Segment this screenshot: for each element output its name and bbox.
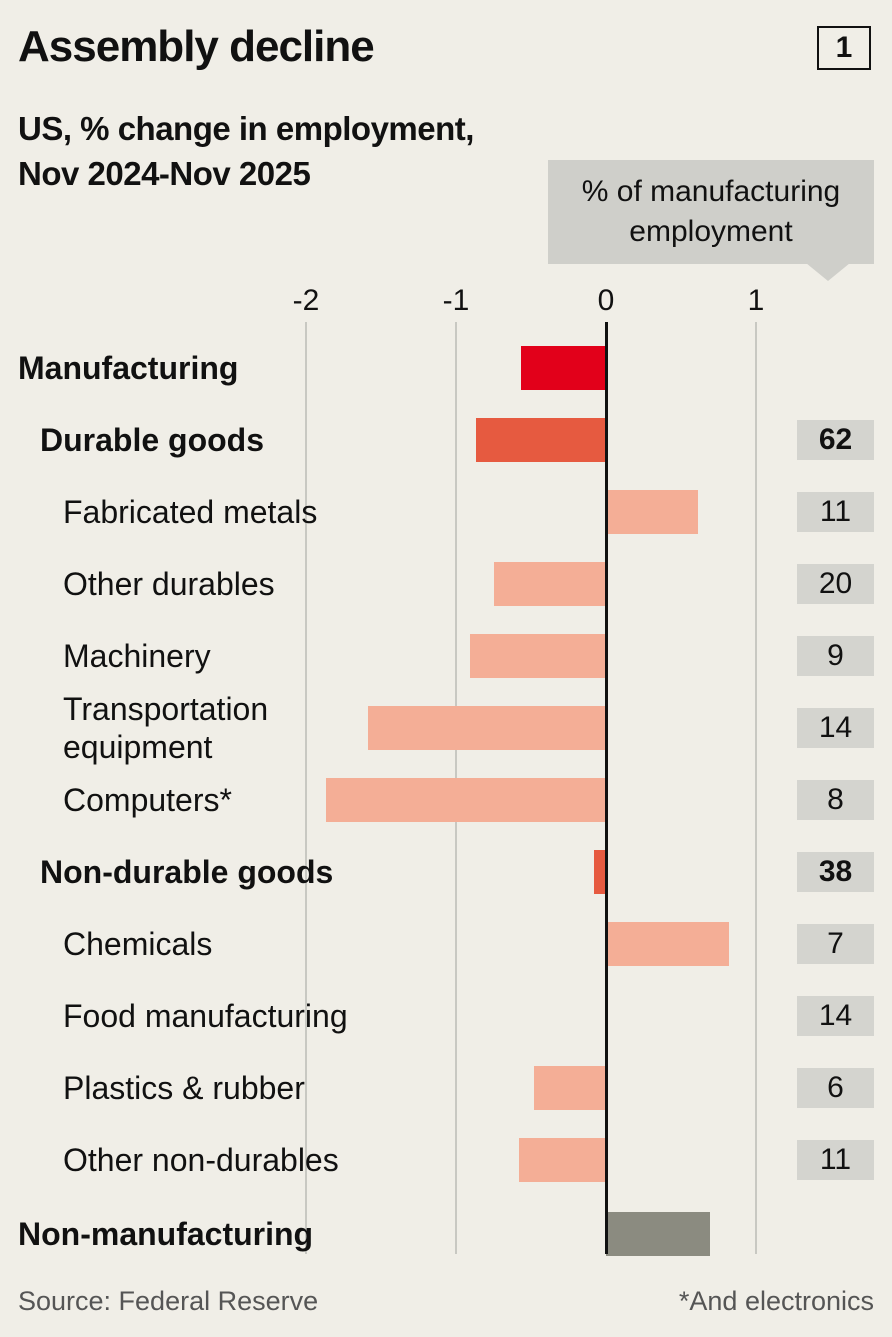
- share-header-line-1: % of manufacturing: [581, 175, 841, 208]
- gridline: [305, 322, 307, 1254]
- row-label: Manufacturing: [18, 350, 239, 386]
- x-tick-label: 0: [597, 284, 615, 317]
- share-value: 62: [797, 420, 874, 460]
- share-value: 8: [797, 780, 874, 820]
- bar-non-durable-goods: [594, 850, 606, 894]
- share-value: 20: [797, 564, 874, 604]
- share-value: 14: [797, 996, 874, 1036]
- share-header-line-2: employment: [629, 215, 793, 248]
- share-value: 11: [797, 492, 874, 532]
- gridline: [755, 322, 757, 1254]
- bar-machinery: [469, 634, 606, 678]
- source-note: Source: Federal Reserve: [18, 1286, 319, 1316]
- x-tick-label: -2: [292, 284, 320, 317]
- bar-non-manufacturing: [606, 1212, 710, 1256]
- row-label: Computers*: [63, 782, 232, 818]
- row-label: Fabricated metals: [63, 494, 318, 530]
- row-label: Machinery: [63, 638, 211, 674]
- bar-transportation-equipment: [367, 706, 606, 750]
- chart-number-badge: 1: [817, 26, 871, 70]
- share-value: 11: [797, 1140, 874, 1180]
- bar-manufacturing: [520, 346, 606, 390]
- row-label: Food manufacturing: [63, 998, 348, 1034]
- bar-fabricated-metals: [606, 490, 698, 534]
- share-value: 14: [797, 708, 874, 748]
- zero-axis-line: [605, 322, 608, 1254]
- bar-other-non-durables: [519, 1138, 606, 1182]
- subtitle-line-2: Nov 2024-Nov 2025: [18, 155, 311, 192]
- bar-other-durables: [493, 562, 606, 606]
- row-label: Other durables: [63, 566, 275, 602]
- row-label: Durable goods: [40, 422, 265, 458]
- share-value: 9: [797, 636, 874, 676]
- share-column-header: % of manufacturing employment: [548, 160, 874, 264]
- subtitle-line-1: US, % change in employment,: [18, 110, 474, 147]
- share-header-pointer: [806, 263, 850, 281]
- chart-title: Assembly decline: [18, 22, 375, 71]
- share-value: 7: [797, 924, 874, 964]
- footnote: *And electronics: [678, 1286, 874, 1316]
- bar-computers: [325, 778, 606, 822]
- row-label: Transportation equipment: [63, 691, 269, 765]
- share-value: 38: [797, 852, 874, 892]
- row-label: Chemicals: [63, 926, 213, 962]
- bar-plastics-rubber: [534, 1066, 606, 1110]
- row-label: Other non-durables: [63, 1142, 339, 1178]
- bar-durable-goods: [475, 418, 606, 462]
- x-tick-label: -1: [442, 284, 470, 317]
- bar-chemicals: [606, 922, 729, 966]
- row-label: Non-durable goods: [40, 854, 334, 890]
- x-tick-label: 1: [747, 284, 765, 317]
- share-value: 6: [797, 1068, 874, 1108]
- row-label: Plastics & rubber: [63, 1070, 305, 1106]
- row-label: Non-manufacturing: [18, 1216, 314, 1252]
